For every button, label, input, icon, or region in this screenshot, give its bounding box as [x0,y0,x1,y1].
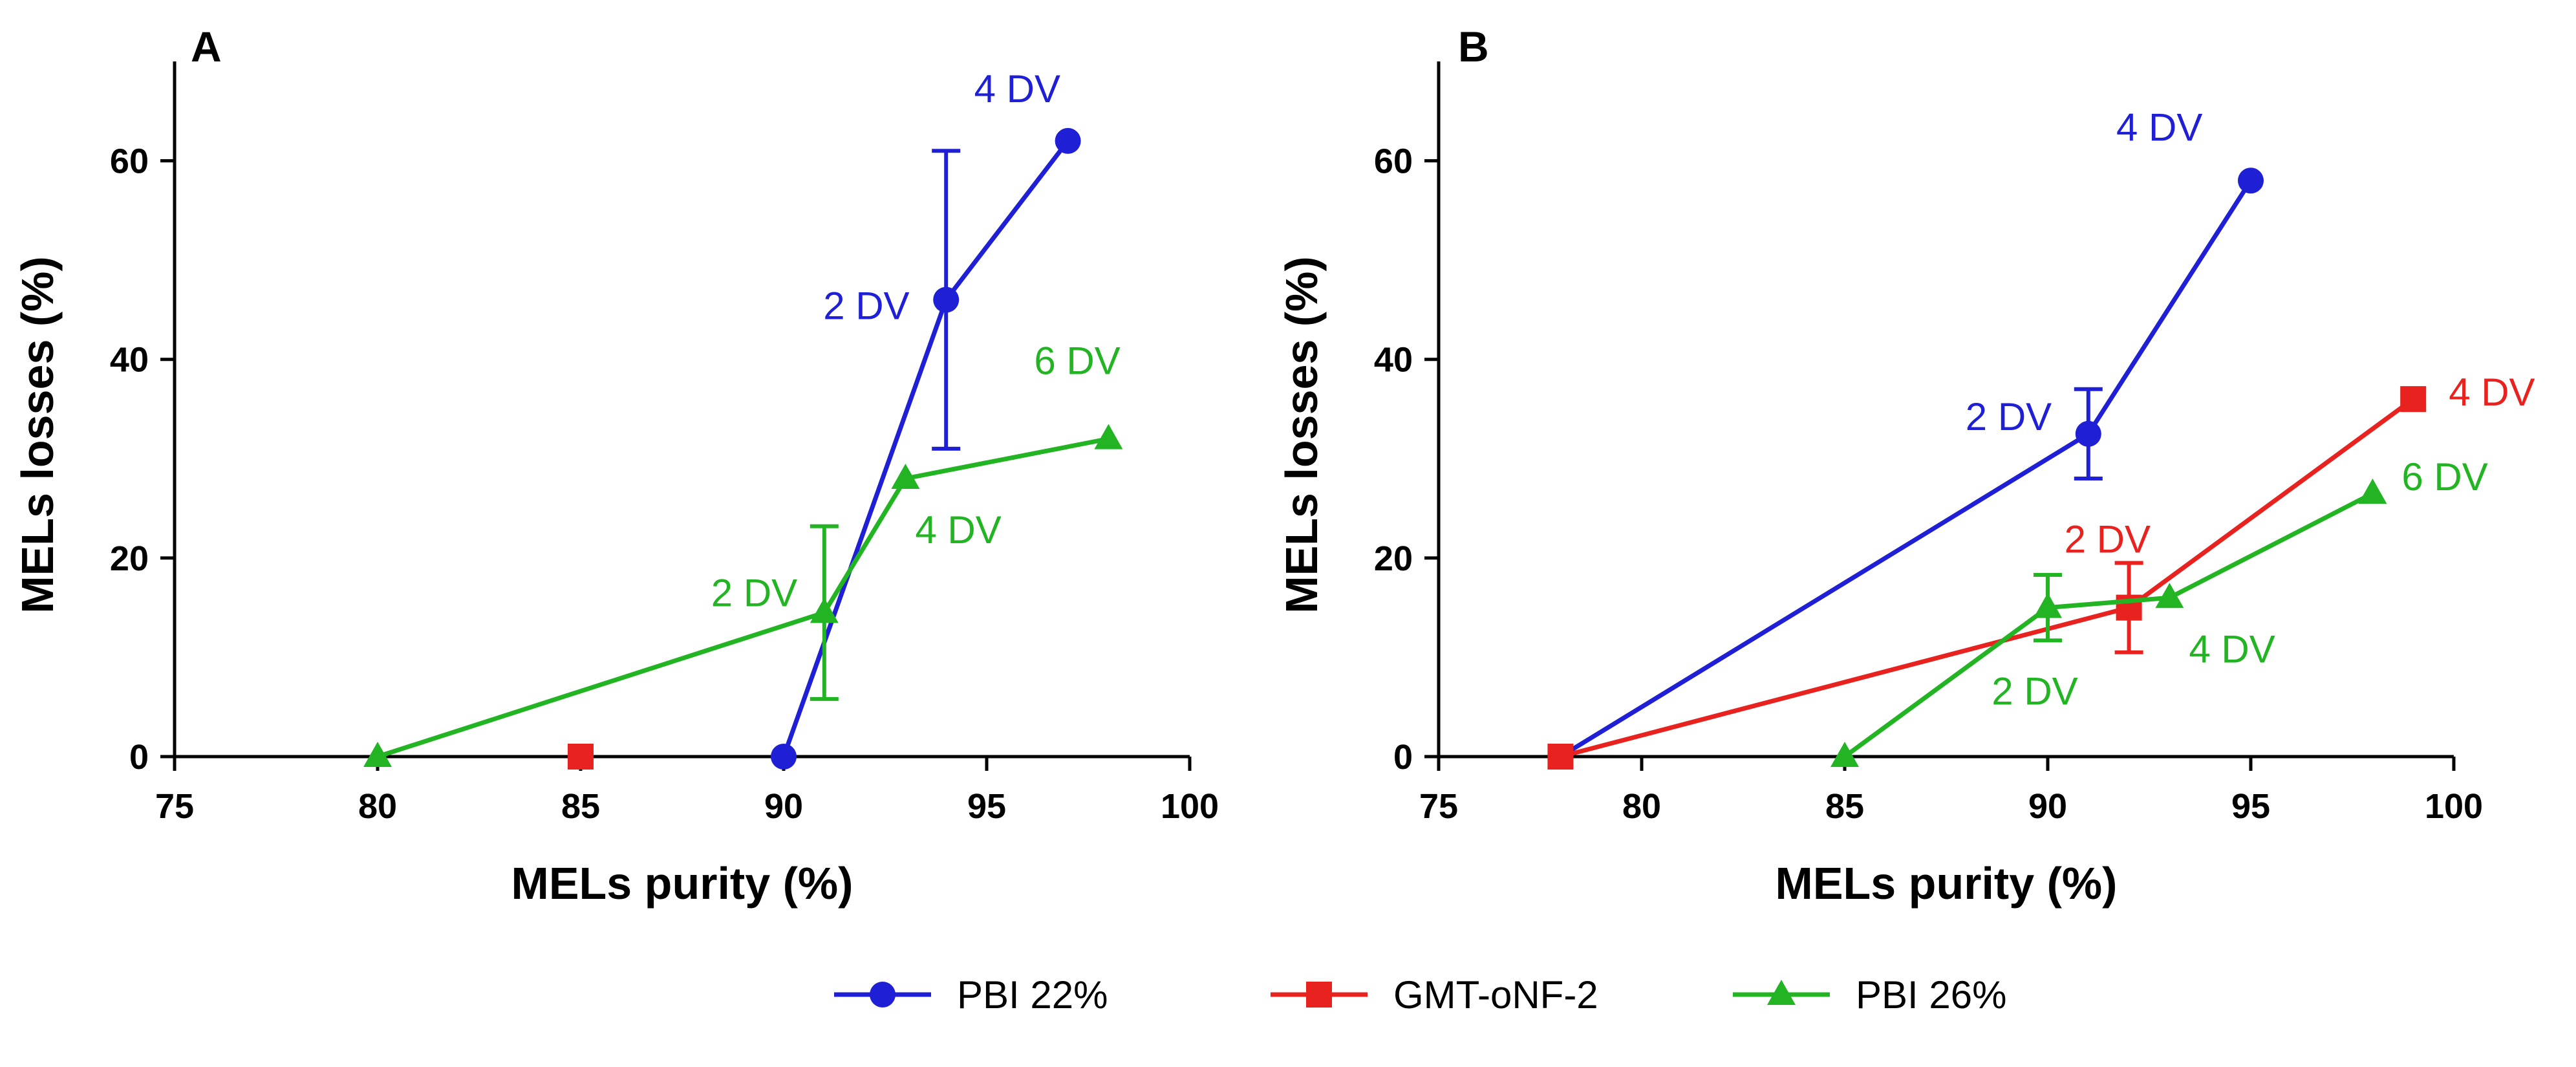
y-tick-label: 0 [1393,738,1413,777]
series-line [1843,491,2374,759]
panel-a: A 75 80 85 90 95 100 0 20 40 60 MELs purity (%) MELs… [12,23,1219,909]
data-label: 4 DV [2449,371,2535,414]
data-label: 6 DV [1034,339,1120,383]
legend-marker [870,982,896,1008]
data-point [2075,420,2101,447]
series-line [781,139,1070,758]
data-point [891,464,920,489]
legend-item: PBI 26% [1733,973,2006,1017]
y-tick-label: 20 [110,539,149,578]
data-label: 6 DV [2401,455,2487,499]
panel-letter-b: B [1458,23,1489,70]
series-gmt-onf-2 [568,744,594,770]
data-point [568,744,594,770]
x-tick-label: 90 [764,787,803,826]
data-point [363,742,392,767]
x-tick-label: 95 [2231,787,2270,826]
series-pbi-26-: 2 DV 4 DV 6 DV [1830,455,2488,767]
data-point [2034,592,2062,618]
data-point [2155,583,2184,609]
legend-item: GMT-oNF-2 [1271,973,1598,1017]
legend-marker [1767,980,1796,1005]
data-point [933,286,960,313]
series-line [1560,397,2415,759]
data-label: 2 DV [2065,518,2151,561]
legend: PBI 22% GMT-oNF-2 PBI 26% [834,973,2006,1017]
x-tick-label: 95 [967,787,1006,826]
series-pbi-22-: 2 DV 4 DV [771,67,1081,770]
data-label: 2 DV [823,285,909,328]
data-label: 4 DV [974,67,1060,111]
data-point [1547,744,1574,770]
legend-item: PBI 22% [834,973,1108,1017]
data-point [1830,742,1859,767]
legend-label: PBI 22% [957,973,1108,1017]
y-tick-label: 0 [129,738,149,777]
data-point [2238,167,2264,194]
y-tick-label: 60 [110,142,149,181]
data-label: 2 DV [711,571,797,614]
data-point [2400,386,2427,413]
x-tick-label: 80 [358,787,397,826]
data-point [810,598,839,623]
x-tick-label: 100 [1161,787,1219,826]
x-tick-label: 75 [1419,787,1458,826]
y-tick-label: 60 [1374,142,1413,181]
legend-label: PBI 26% [1856,973,2006,1017]
y-tick-label: 20 [1374,539,1413,578]
series-line [376,436,1110,759]
x-axis-title: MELs purity (%) [511,858,853,909]
legend-marker [1306,982,1332,1008]
data-label: 4 DV [915,508,1001,552]
x-tick-label: 85 [561,787,600,826]
data-label: 4 DV [2116,105,2202,149]
panel-b: B 75 80 85 90 95 100 0 20 40 60 MELs purity (%) MELs… [1276,23,2535,909]
data-label: 2 DV [1991,670,2077,713]
data-point [771,744,797,770]
x-tick-label: 90 [2028,787,2067,826]
y-tick-label: 40 [1374,341,1413,380]
data-point [2358,479,2387,504]
x-tick-label: 80 [1622,787,1661,826]
x-tick-label: 100 [2425,787,2483,826]
data-point [1055,127,1081,154]
series-line [1559,179,2253,759]
series-pbi-26-: 2 DV 4 DV 6 DV [363,339,1123,767]
data-label: 2 DV [1966,395,2052,438]
panel-letter-a: A [191,23,222,70]
data-point [1094,424,1123,449]
x-tick-label: 75 [155,787,194,826]
y-axis-title: MELs losses (%) [12,256,63,613]
series-pbi-22-: 2 DV 4 DV [1547,105,2264,770]
legend-label: GMT-oNF-2 [1393,973,1598,1017]
x-axis-title: MELs purity (%) [1776,858,2118,909]
data-label: 4 DV [2189,627,2275,671]
x-tick-label: 85 [1825,787,1864,826]
y-axis-title: MELs losses (%) [1276,256,1327,613]
y-tick-label: 40 [110,341,149,380]
